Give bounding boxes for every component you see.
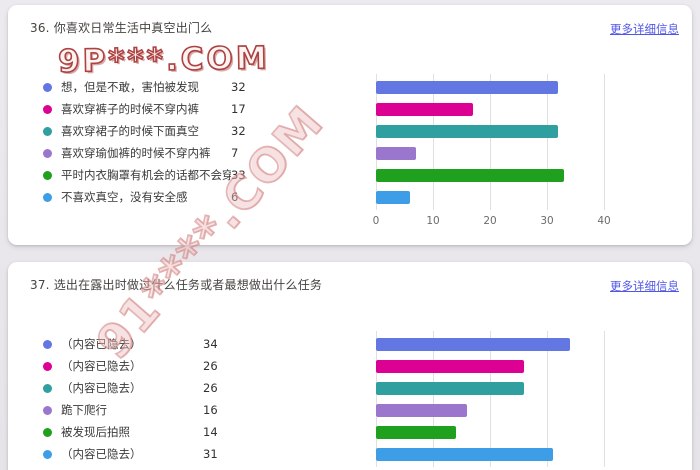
x-axis-tick-label: 0 — [372, 215, 380, 227]
bar — [376, 425, 456, 439]
bar — [376, 359, 525, 373]
gridline — [433, 74, 434, 210]
question-card-37: 37. 选出在露出时做过什么任务或者最想做出什么任务 更多详细信息 （内容已隐去… — [8, 262, 692, 470]
x-axis-tick-label: 20 — [483, 215, 497, 227]
legend-row: 想，但是不敢，害怕被发现 32 — [43, 76, 246, 98]
more-details-link[interactable]: 更多详细信息 — [610, 279, 679, 293]
bar — [376, 403, 468, 417]
legend-label: 喜欢穿裙子的时候下面真空 — [61, 124, 199, 138]
question-title: 37. 选出在露出时做过什么任务或者最想做出什么任务 — [30, 278, 323, 292]
legend-dot-icon — [43, 192, 52, 202]
legend-label: 跪下爬行 — [61, 403, 107, 417]
gridline — [490, 74, 491, 210]
bar — [376, 124, 559, 138]
legend: （内容已隐去） 34 （内容已隐去） 26 （内容已隐去） 26 跪下爬行 16 被发现后拍照 1… — [43, 333, 218, 465]
legend-dot-icon — [43, 427, 52, 437]
legend: 想，但是不敢，害怕被发现 32 喜欢穿裤子的时候不穿内裤 17 喜欢穿裙子的时候下面真空… — [43, 76, 246, 208]
legend-dot-icon — [43, 449, 52, 459]
legend-label: （内容已隐去） — [61, 337, 142, 351]
legend-value: 7 — [231, 146, 239, 160]
legend-row: 跪下爬行 16 — [43, 399, 218, 421]
legend-dot-icon — [43, 361, 52, 371]
gridline — [547, 74, 548, 210]
legend-dot-icon — [43, 339, 52, 349]
legend-dot-icon — [43, 104, 52, 114]
legend-value: 17 — [231, 102, 246, 116]
gridline — [376, 331, 377, 467]
question-title: 36. 你喜欢日常生活中真空出门么 — [30, 21, 213, 35]
legend-label: 喜欢穿瑜伽裤的时候不穿内裤 — [61, 146, 211, 160]
bar — [376, 102, 473, 116]
bar — [376, 381, 525, 395]
legend-dot-icon — [43, 148, 52, 158]
legend-dot-icon — [43, 170, 52, 180]
bar — [376, 337, 570, 351]
gridline — [604, 74, 605, 210]
legend-value: 34 — [203, 337, 218, 351]
legend-row: 喜欢穿瑜伽裤的时候不穿内裤 7 — [43, 142, 246, 164]
bar — [376, 447, 553, 461]
legend-value: 16 — [203, 403, 218, 417]
x-axis-tick-label: 10 — [426, 215, 440, 227]
legend-label: 不喜欢真空，没有安全感 — [61, 190, 188, 204]
chart — [376, 331, 676, 470]
chart: 0 10 20 30 40 — [373, 74, 676, 241]
legend-row: （内容已隐去） 34 — [43, 333, 218, 355]
legend-label: （内容已隐去） — [61, 359, 142, 373]
legend-value: 32 — [231, 80, 246, 94]
legend-value: 31 — [203, 447, 218, 461]
legend-value: 26 — [203, 359, 218, 373]
legend-value: 33 — [231, 168, 246, 182]
gridline — [604, 331, 605, 467]
legend-row: 被发现后拍照 14 — [43, 421, 218, 443]
bar — [376, 190, 411, 204]
x-axis-tick-label: 40 — [597, 215, 611, 227]
legend-value: 14 — [203, 425, 218, 439]
legend-label: （内容已隐去） — [61, 447, 142, 461]
legend-row: 不喜欢真空，没有安全感 6 — [43, 186, 246, 208]
gridline — [490, 331, 491, 467]
more-details-link[interactable]: 更多详细信息 — [610, 22, 679, 36]
bar — [376, 80, 559, 94]
legend-value: 26 — [203, 381, 218, 395]
bar — [376, 168, 565, 182]
legend-dot-icon — [43, 82, 52, 92]
bar — [376, 146, 416, 160]
legend-dot-icon — [43, 383, 52, 393]
legend-label: 喜欢穿裤子的时候不穿内裤 — [61, 102, 199, 116]
legend-row: 平时内衣胸罩有机会的话都不会穿 33 — [43, 164, 246, 186]
legend-label: 平时内衣胸罩有机会的话都不会穿 — [61, 168, 231, 182]
legend-value: 6 — [231, 190, 239, 204]
x-axis-tick-label: 30 — [540, 215, 554, 227]
question-card-36: 36. 你喜欢日常生活中真空出门么 更多详细信息 想，但是不敢，害怕被发现 32 喜… — [8, 5, 692, 245]
legend-row: （内容已隐去） 26 — [43, 377, 218, 399]
legend-row: （内容已隐去） 31 — [43, 443, 218, 465]
legend-dot-icon — [43, 126, 52, 136]
legend-dot-icon — [43, 405, 52, 415]
legend-label: 被发现后拍照 — [61, 425, 130, 439]
gridline — [376, 74, 377, 210]
legend-value: 32 — [231, 124, 246, 138]
legend-label: （内容已隐去） — [61, 381, 142, 395]
legend-row: 喜欢穿裙子的时候下面真空 32 — [43, 120, 246, 142]
legend-row: （内容已隐去） 26 — [43, 355, 218, 377]
gridline — [433, 331, 434, 467]
legend-label: 想，但是不敢，害怕被发现 — [61, 80, 199, 94]
gridline — [547, 331, 548, 467]
legend-row: 喜欢穿裤子的时候不穿内裤 17 — [43, 98, 246, 120]
